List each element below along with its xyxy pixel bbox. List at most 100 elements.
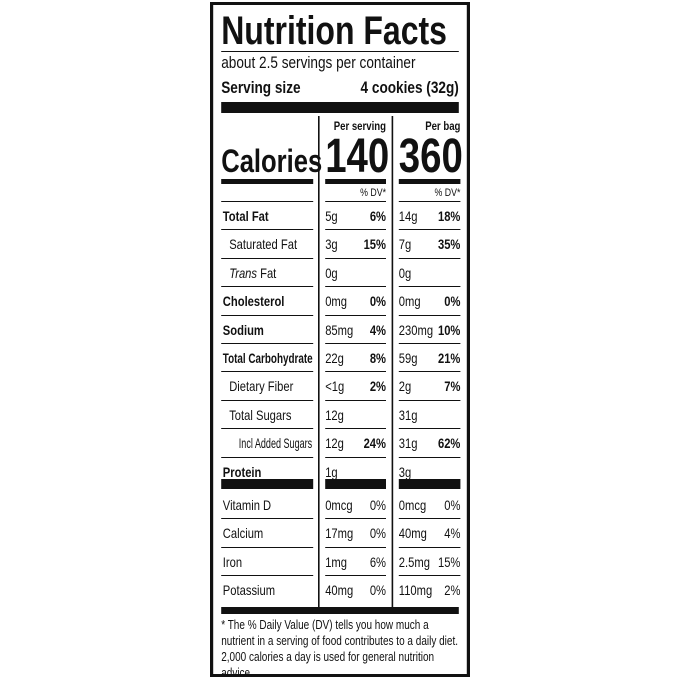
bag-amount: 230mg (398, 321, 434, 338)
vitamin-row: Iron 1mg 6% 2.5mg 15% (213, 548, 467, 576)
row-divider (221, 371, 314, 372)
column-divider (318, 116, 320, 610)
thick-divider (221, 607, 459, 614)
row-divider (221, 286, 314, 287)
bag-amount: 31g (398, 435, 418, 452)
footnote: * The % Daily Value (DV) tells you how m… (221, 618, 459, 680)
bag-amount: 14g (398, 208, 418, 224)
row-divider (398, 547, 461, 548)
bag-amount: 110mg (398, 582, 433, 599)
row-divider (325, 518, 386, 519)
calories-bar (325, 179, 386, 184)
bag-dv: 10% (437, 321, 461, 338)
nutrient-row: Total Fat 5g 6% 14g 18% (213, 202, 467, 230)
row-divider (325, 258, 386, 259)
vitamin-row: Potassium 40mg 0% 110mg 2% (213, 576, 467, 604)
calories-bar (221, 179, 314, 184)
nutrient-row: Total Carbohydrate 22g 8% 59g 21% (213, 344, 467, 372)
serving-amount: 22g (325, 350, 344, 366)
bag-amount: 0mcg (398, 497, 427, 513)
serving-amount: 5g (325, 208, 338, 224)
vitamin-label: Iron (222, 553, 243, 570)
bag-dv: 0% (444, 293, 461, 310)
column-header-bag: Per bag (425, 119, 461, 133)
serving-dv: 0% (369, 582, 386, 599)
calories-label: Calories (221, 143, 323, 179)
bag-amount: 31g (398, 406, 418, 423)
row-divider (398, 343, 461, 344)
row-divider (221, 315, 314, 316)
row-divider (221, 400, 314, 401)
nutrient-row: Saturated Fat 3g 15% 7g 35% (213, 230, 467, 258)
row-divider (221, 201, 314, 202)
row-divider (398, 457, 461, 458)
row-divider (325, 343, 386, 344)
serving-dv: 2% (369, 378, 386, 395)
nutrient-label: Total Sugars (229, 406, 292, 423)
serving-dv: 15% (363, 236, 386, 253)
row-divider (221, 547, 314, 548)
row-divider (221, 343, 314, 344)
nutrient-label: Sodium (222, 321, 264, 338)
serving-dv: 8% (369, 350, 386, 366)
serving-amount: 12g (325, 406, 344, 423)
row-divider (325, 428, 386, 429)
serving-amount: 0g (325, 264, 338, 281)
serving-size-label: Serving size (221, 78, 301, 97)
bag-dv: 15% (437, 553, 461, 570)
bag-dv: 35% (437, 236, 461, 253)
nutrient-row: Protein 1g 3g (213, 458, 467, 486)
row-divider (398, 201, 461, 202)
nutrient-row: Sodium 85mg 4% 230mg 10% (213, 316, 467, 344)
vitamin-label: Calcium (222, 525, 264, 542)
serving-amount: 12g (325, 435, 344, 452)
nutrient-label: Cholesterol (222, 293, 285, 310)
bag-dv: 2% (444, 582, 461, 599)
serving-dv: 0% (369, 497, 386, 513)
calories-serving: 140 (325, 130, 390, 183)
nutrition-facts-label: Nutrition Facts about 2.5 servings per c… (210, 2, 470, 680)
bag-amount: 2.5mg (398, 553, 430, 570)
thick-divider (398, 479, 461, 489)
label-title: Nutrition Facts (221, 9, 447, 53)
nutrient-label: Trans Fat (229, 259, 276, 287)
bag-dv: 62% (437, 435, 461, 452)
serving-dv: 4% (369, 321, 386, 338)
row-divider (221, 428, 314, 429)
bag-amount: 2g (398, 378, 412, 395)
nutrient-label-text: Fat (257, 264, 277, 281)
serving-amount: 1g (325, 463, 338, 480)
serving-amount: 85mg (325, 321, 354, 338)
nutrient-row: Total Sugars 12g 31g (213, 401, 467, 429)
bag-amount: 59g (398, 350, 418, 366)
bag-amount: 0g (398, 264, 412, 281)
row-divider (398, 286, 461, 287)
serving-amount: 1mg (325, 553, 347, 570)
row-divider (325, 201, 386, 202)
vitamin-label: Potassium (222, 582, 276, 599)
row-divider (398, 428, 461, 429)
nutrient-label: Total Fat (222, 208, 269, 224)
bag-amount: 3g (398, 463, 412, 480)
row-divider (398, 315, 461, 316)
row-divider (221, 457, 314, 458)
row-divider (325, 575, 386, 576)
serving-amount: 40mg (325, 582, 354, 599)
nutrient-row: Dietary Fiber <1g 2% 2g 7% (213, 372, 467, 400)
serving-dv: 24% (363, 435, 386, 452)
dv-header-serving: % DV* (360, 187, 386, 199)
serving-size-value: 4 cookies (32g) (360, 78, 459, 97)
row-divider (398, 575, 461, 576)
row-divider (325, 229, 386, 230)
serving-dv: 0% (369, 525, 386, 542)
bag-amount: 0mg (398, 293, 421, 310)
row-divider (325, 457, 386, 458)
nutrient-label: Dietary Fiber (229, 378, 294, 395)
thick-divider (221, 102, 459, 113)
divider (221, 51, 459, 52)
row-divider (325, 315, 386, 316)
row-divider (325, 400, 386, 401)
row-divider (221, 575, 314, 576)
row-divider (325, 547, 386, 548)
bag-dv: 21% (437, 350, 461, 366)
